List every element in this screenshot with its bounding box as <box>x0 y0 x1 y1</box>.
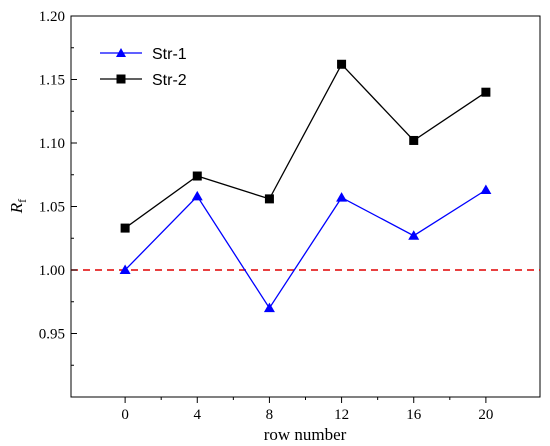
legend-marker-str1 <box>116 48 126 57</box>
y-axis-title-sub: f <box>15 199 29 203</box>
data-point-square <box>481 87 491 97</box>
legend-label-str2: Str-2 <box>152 72 187 89</box>
x-axis-title: row number <box>264 425 347 444</box>
series-line-1 <box>124 189 487 310</box>
data-point-square <box>337 59 347 69</box>
x-tick-label: 12 <box>334 407 349 423</box>
data-point-square <box>192 171 202 181</box>
svg-text:Rf: Rf <box>7 199 29 214</box>
x-tick-label: 8 <box>266 407 274 423</box>
data-point-triangle <box>336 192 348 202</box>
legend-marker-str2 <box>116 74 126 84</box>
plot-frame <box>70 15 541 398</box>
y-axis-title: Rf <box>7 199 29 214</box>
data-point-triangle <box>408 230 420 240</box>
data-point-square <box>409 135 419 145</box>
data-point-triangle <box>480 184 492 194</box>
y-tick-label: 1.05 <box>39 200 65 216</box>
x-tick-label: 0 <box>121 407 129 423</box>
data-point-triangle <box>191 190 203 201</box>
x-tick-label: 4 <box>194 407 202 423</box>
y-tick-label: 1.20 <box>39 9 65 25</box>
y-tick-label: 0.95 <box>39 327 65 343</box>
series-line-2 <box>124 63 487 229</box>
legend: Str-1 Str-2 <box>100 46 187 89</box>
y-tick-label: 1.00 <box>39 263 65 279</box>
y-tick-label: 1.10 <box>39 136 65 152</box>
legend-label-str1: Str-1 <box>152 46 187 63</box>
data-point-triangle <box>263 302 275 313</box>
y-tick-label: 1.15 <box>39 73 65 89</box>
x-tick-label: 16 <box>406 407 422 423</box>
data-point-square <box>120 223 130 233</box>
x-tick-label: 20 <box>478 407 493 423</box>
data-point-square <box>264 194 274 204</box>
data-point-triangle <box>119 264 131 274</box>
y-axis-title-main: R <box>7 202 26 214</box>
